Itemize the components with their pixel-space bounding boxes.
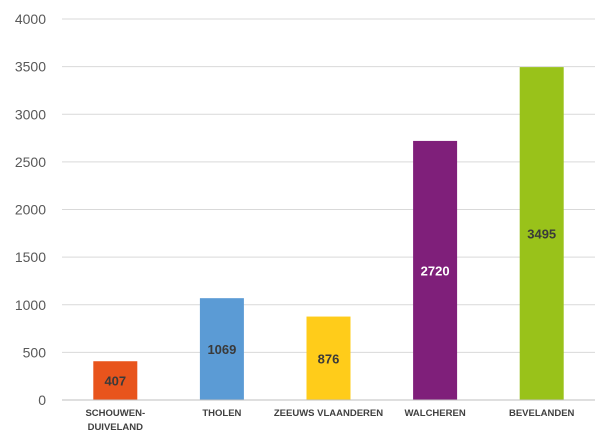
data-label: 1069 [207,342,236,357]
gridlines [62,18,595,353]
y-tick-label: 1500 [15,249,46,265]
y-tick-label: 1000 [15,297,46,313]
y-tick-label: 0 [38,392,46,408]
bar [306,316,351,400]
y-axis-tick-labels: 0 500 1000 1500 2000 2500 3000 3500 4000 [15,11,46,408]
x-tick-label: SCHOUWEN- DUIVELAND [85,408,145,433]
y-tick-label: 4000 [15,11,46,27]
x-tick-label: BEVELANDEN [509,408,575,419]
x-tick-label: WALCHEREN [404,408,465,419]
y-tick-label: 3000 [15,106,46,122]
y-tick-label: 3500 [15,59,46,75]
x-tick-label-line: THOLEN [202,408,241,419]
x-tick-label-line: DUIVELAND [88,422,144,433]
y-tick-label: 2500 [15,154,46,170]
x-axis-tick-labels: SCHOUWEN- DUIVELAND THOLEN ZEEUWS VLAANDERE… [85,408,574,433]
x-tick-label: ZEEUWS VLAANDEREN [274,408,383,419]
data-labels: 407 1069 876 2720 3495 [104,227,556,389]
x-tick-label-line: WALCHEREN [404,408,465,419]
x-tick-label-line: SCHOUWEN- [85,408,145,419]
x-tick-label-line: ZEEUWS VLAANDEREN [274,408,383,419]
data-label: 407 [104,374,126,389]
bar [93,361,138,400]
data-label: 3495 [527,227,556,242]
data-label: 876 [318,351,340,366]
bar [413,140,458,401]
bars [93,67,564,401]
bar [199,298,244,400]
y-tick-label: 2000 [15,202,46,218]
bar [519,67,564,400]
data-label: 2720 [421,263,450,278]
x-tick-label: THOLEN [202,408,241,419]
x-tick-label-line: BEVELANDEN [509,408,575,419]
y-tick-label: 500 [23,344,47,360]
